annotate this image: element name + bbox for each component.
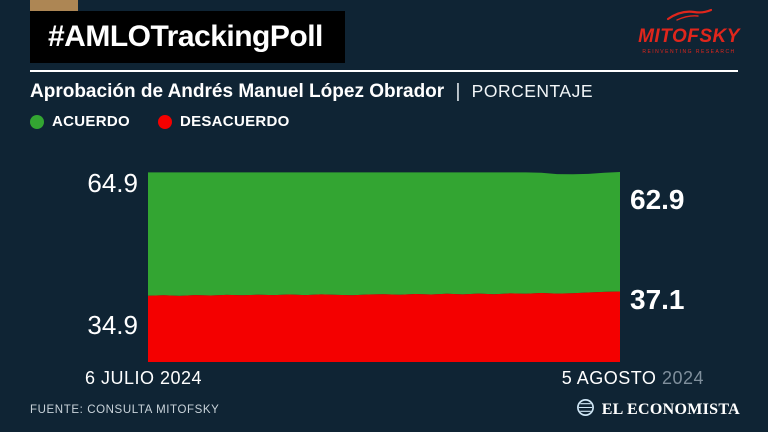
publisher-name: EL ECONOMISTA (601, 401, 740, 418)
title-divider: | (455, 81, 461, 102)
brand-tagline: REINVENTING RESEARCH (642, 49, 736, 55)
x-axis-end-main: 5 AGOSTO (561, 368, 657, 388)
desacuerdo-area (148, 291, 620, 362)
x-axis-start-label: 6 JULIO 2024 (85, 368, 203, 388)
legend-label-desacuerdo: DESACUERDO (179, 113, 290, 130)
chart-canvas (148, 172, 620, 362)
acuerdo-end-value: 62.9 (630, 184, 685, 215)
desacuerdo-dot-icon (157, 114, 172, 129)
stacked-area-chart (148, 172, 620, 362)
chart-title: Aprobación de Andrés Manuel López Obrado… (30, 81, 593, 103)
legend-item-acuerdo: ACUERDO (30, 113, 130, 130)
mitofsky-logo: MITOFSKY REINVENTING RESEARCH (630, 8, 748, 55)
acuerdo-area (148, 172, 620, 296)
acuerdo-start-value: 64.9 (87, 168, 138, 198)
publisher-logo: EL ECONOMISTA (576, 398, 740, 422)
legend: ACUERDO DESACUERDO (30, 113, 290, 130)
title-main: Aprobación de Andrés Manuel López Obrado… (30, 81, 445, 102)
legend-item-desacuerdo: DESACUERDO (157, 113, 290, 130)
acuerdo-dot-icon (30, 114, 44, 129)
eagle-icon (665, 8, 713, 25)
source-credit: FUENTE: CONSULTA MITOFSKY (30, 404, 220, 416)
divider-line (30, 70, 738, 72)
desacuerdo-start-value: 34.9 (87, 310, 138, 340)
legend-label-acuerdo: ACUERDO (52, 113, 130, 130)
desacuerdo-end-value: 37.1 (630, 284, 685, 315)
el-economista-globe-icon (576, 398, 595, 422)
hashtag-title: #AMLOTrackingPoll (48, 20, 323, 53)
x-axis-end-year: 2024 (661, 368, 704, 388)
accent-tab (30, 0, 78, 11)
brand-name: MITOFSKY (638, 26, 740, 47)
hashtag-bar: #AMLOTrackingPoll (30, 11, 345, 63)
x-axis-end-label: 5 AGOSTO 2024 (562, 368, 704, 389)
title-subtitle: PORCENTAJE (471, 81, 594, 101)
